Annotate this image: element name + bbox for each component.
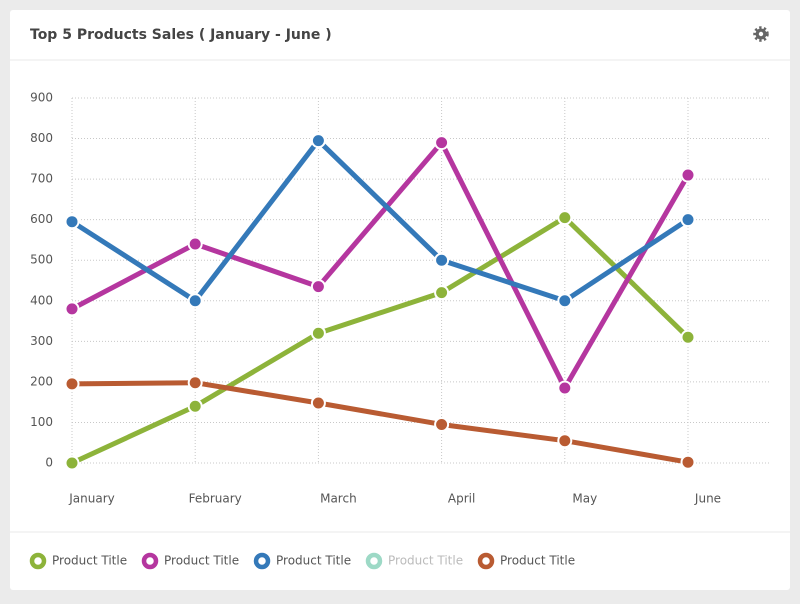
x-tick-label: June bbox=[694, 492, 721, 506]
point bbox=[187, 398, 203, 414]
chart-title: Top 5 Products Sales ( January - June ) bbox=[30, 27, 332, 43]
point bbox=[434, 285, 450, 301]
point bbox=[434, 416, 450, 432]
point bbox=[557, 433, 573, 449]
point bbox=[680, 454, 696, 470]
y-tick-label: 900 bbox=[30, 91, 53, 105]
plot: 0 100 200 300 400 500 600 700 800 900 January Febru… bbox=[29, 91, 770, 570]
y-tick-label: 600 bbox=[30, 212, 53, 226]
point bbox=[64, 455, 80, 471]
series-line bbox=[70, 138, 690, 304]
x-tick-label: January bbox=[68, 492, 115, 506]
legend-label: Product Title bbox=[276, 554, 351, 568]
point bbox=[434, 135, 450, 151]
y-tick-label: 700 bbox=[30, 172, 53, 186]
y-tick-label: 400 bbox=[30, 293, 53, 307]
point bbox=[64, 376, 80, 392]
y-tick-label: 500 bbox=[30, 253, 53, 267]
card bbox=[10, 10, 790, 590]
y-tick-label: 300 bbox=[30, 334, 53, 348]
point bbox=[680, 212, 696, 228]
point bbox=[557, 293, 573, 309]
y-tick-label: 100 bbox=[30, 415, 53, 429]
legend-label: Product Title bbox=[388, 554, 463, 568]
legend-swatch bbox=[365, 552, 383, 570]
point bbox=[187, 293, 203, 309]
x-tick-label: March bbox=[320, 492, 357, 506]
series-line bbox=[70, 215, 690, 466]
point bbox=[310, 395, 326, 411]
legend-swatch bbox=[141, 552, 159, 570]
legend-label: Product Title bbox=[500, 554, 575, 568]
x-tick-label: February bbox=[189, 492, 242, 506]
point bbox=[64, 301, 80, 317]
series-line bbox=[71, 380, 689, 465]
series-line bbox=[70, 140, 691, 391]
point bbox=[434, 252, 450, 268]
x-tick-label: April bbox=[448, 492, 475, 506]
legend-swatch bbox=[29, 552, 47, 570]
point bbox=[310, 133, 326, 149]
legend-label: Product Title bbox=[164, 554, 239, 568]
point bbox=[64, 214, 80, 230]
point bbox=[557, 210, 573, 226]
point bbox=[310, 325, 326, 341]
point bbox=[187, 375, 203, 391]
legend-label: Product Title bbox=[52, 554, 127, 568]
point bbox=[187, 236, 203, 252]
y-tick-label: 800 bbox=[30, 131, 53, 145]
x-tick-label: May bbox=[572, 492, 597, 506]
legend-swatch bbox=[477, 552, 495, 570]
y-tick-label: 200 bbox=[30, 374, 53, 388]
point bbox=[557, 380, 573, 396]
legend-swatch bbox=[253, 552, 271, 570]
settings-icon[interactable] bbox=[753, 26, 769, 42]
point bbox=[680, 167, 696, 183]
point bbox=[680, 329, 696, 345]
y-tick-label: 0 bbox=[45, 456, 53, 470]
point bbox=[310, 279, 326, 295]
